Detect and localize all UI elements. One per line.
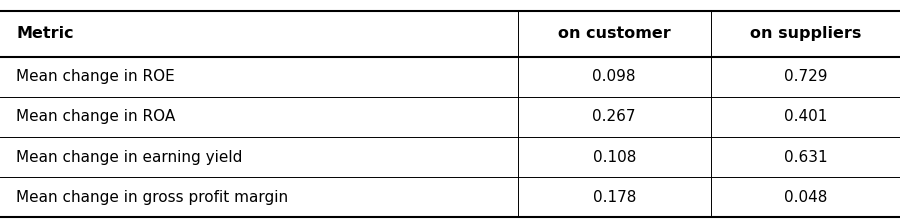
Text: 0.108: 0.108 [592,149,636,164]
Text: 0.729: 0.729 [784,69,827,84]
Text: on suppliers: on suppliers [750,26,861,41]
Text: Mean change in gross profit margin: Mean change in gross profit margin [16,190,288,205]
Text: 0.098: 0.098 [592,69,636,84]
Text: 0.267: 0.267 [592,109,636,124]
Text: on customer: on customer [558,26,670,41]
Text: Metric: Metric [16,26,74,41]
Text: 0.401: 0.401 [784,109,827,124]
Text: Mean change in ROA: Mean change in ROA [16,109,176,124]
Text: 0.178: 0.178 [592,190,636,205]
Text: Mean change in earning yield: Mean change in earning yield [16,149,243,164]
Text: 0.048: 0.048 [784,190,827,205]
Text: 0.631: 0.631 [784,149,827,164]
Text: Mean change in ROE: Mean change in ROE [16,69,175,84]
